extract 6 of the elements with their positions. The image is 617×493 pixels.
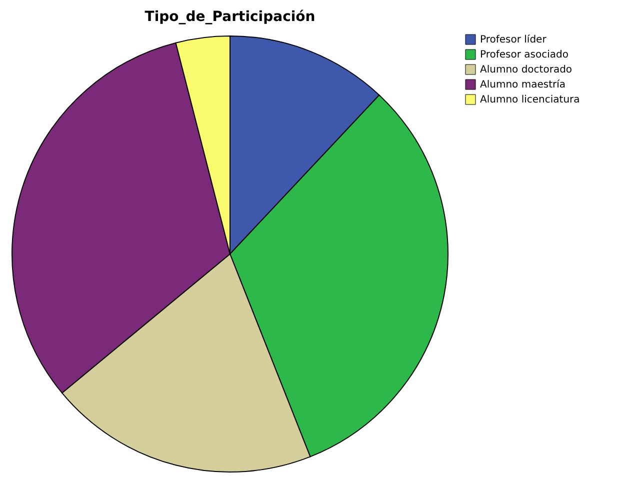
legend-label: Alumno licenciatura — [480, 94, 580, 106]
legend-label: Profesor asociado — [480, 50, 568, 60]
chart-title: Tipo_de_Participación — [144, 9, 316, 25]
legend-label: Alumno doctorado — [480, 64, 572, 76]
legend-label: Profesor líder — [480, 34, 548, 46]
legend-label: Alumno maestría — [480, 80, 566, 90]
